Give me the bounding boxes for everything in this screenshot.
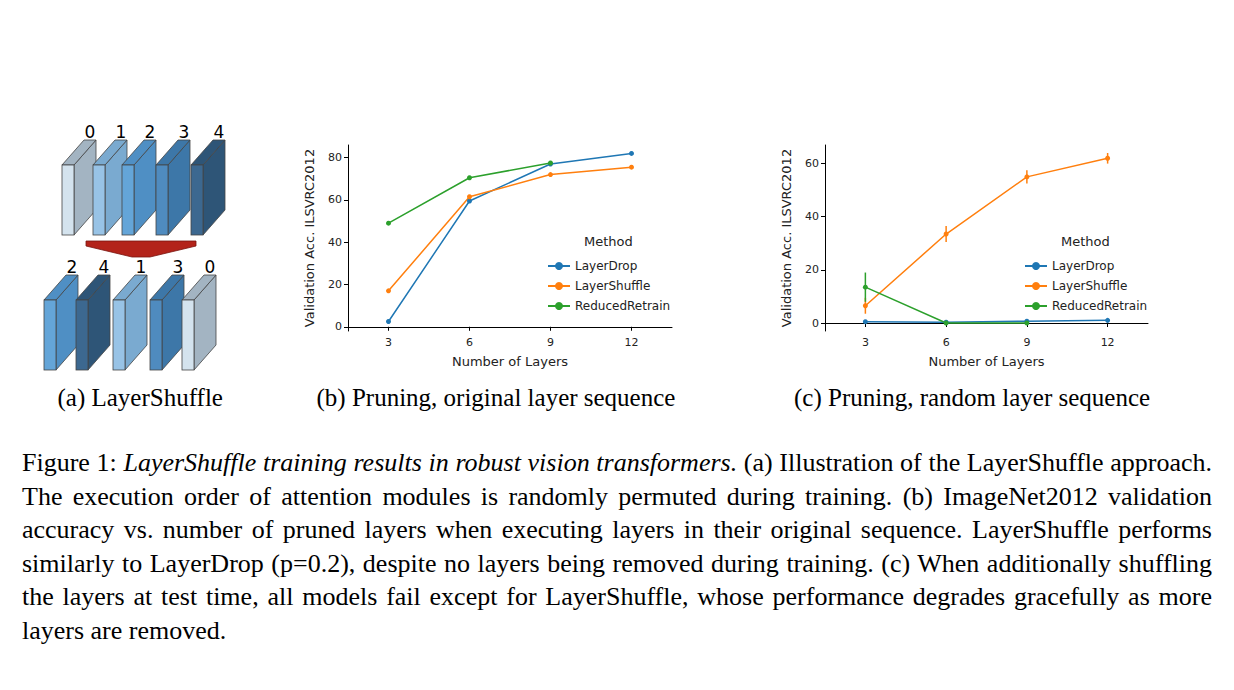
svg-text:0: 0	[205, 257, 216, 277]
svg-text:4: 4	[99, 257, 110, 277]
svg-text:40: 40	[328, 236, 342, 249]
svg-text:1: 1	[116, 122, 127, 142]
svg-text:0: 0	[85, 122, 96, 142]
svg-text:40: 40	[805, 210, 819, 223]
svg-text:60: 60	[328, 193, 342, 206]
svg-text:LayerDrop: LayerDrop	[1052, 259, 1114, 273]
svg-text:LayerShuffle: LayerShuffle	[575, 279, 650, 293]
svg-text:LayerShuffle: LayerShuffle	[1052, 279, 1127, 293]
svg-text:6: 6	[943, 336, 950, 349]
svg-text:1: 1	[136, 257, 147, 277]
svg-text:3: 3	[179, 122, 190, 142]
svg-text:60: 60	[805, 157, 819, 170]
svg-text:Method: Method	[584, 234, 633, 249]
svg-text:9: 9	[547, 336, 554, 349]
svg-text:Method: Method	[1061, 234, 1110, 249]
svg-text:3: 3	[862, 336, 869, 349]
svg-text:Number of Layers: Number of Layers	[452, 354, 568, 369]
svg-text:9: 9	[1023, 336, 1030, 349]
html-text:(a) LayerShuffle: (a) LayerShuffle	[57, 384, 223, 411]
svg-text:LayerDrop: LayerDrop	[575, 259, 637, 273]
svg-text:ReducedRetrain: ReducedRetrain	[1052, 299, 1147, 313]
svg-text:12: 12	[1101, 336, 1115, 349]
svg-text:20: 20	[328, 278, 342, 291]
svg-text:0: 0	[812, 317, 819, 330]
svg-text:3: 3	[173, 257, 184, 277]
svg-text:Validation Acc. ILSVRC2012: Validation Acc. ILSVRC2012	[302, 149, 317, 327]
html-text:(c) Pruning, random layer sequ: (c) Pruning, random layer sequence	[794, 384, 1151, 411]
svg-text:3: 3	[385, 336, 392, 349]
svg-text:2: 2	[145, 122, 156, 142]
html-text:(b) Pruning, original layer se: (b) Pruning, original layer sequence	[316, 384, 676, 411]
svg-text:20: 20	[805, 263, 819, 276]
svg-text:2: 2	[67, 257, 78, 277]
svg-text:Number of Layers: Number of Layers	[928, 354, 1044, 369]
svg-text:12: 12	[625, 336, 639, 349]
svg-text:Validation Acc. ILSVRC2012: Validation Acc. ILSVRC2012	[779, 149, 794, 327]
svg-text:0: 0	[335, 320, 342, 333]
svg-text:80: 80	[328, 151, 342, 164]
svg-text:4: 4	[214, 122, 225, 142]
html-text:Figure 1: LayerShuffle trainin: Figure 1: LayerShuffle training results …	[22, 448, 1212, 645]
svg-text:6: 6	[466, 336, 473, 349]
svg-text:ReducedRetrain: ReducedRetrain	[575, 299, 670, 313]
